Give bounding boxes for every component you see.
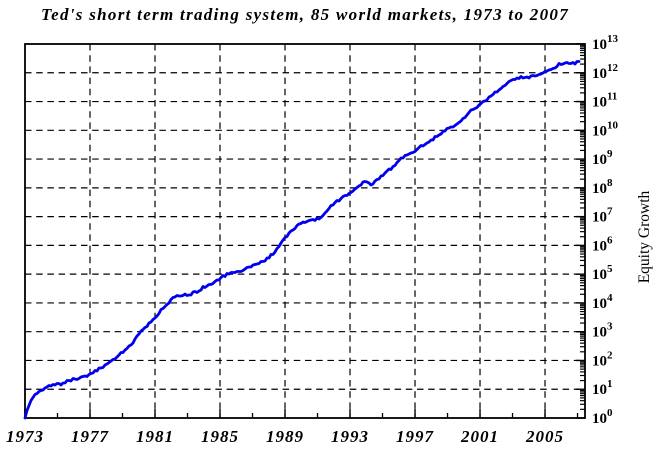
y-tick-label: 106 bbox=[592, 234, 613, 254]
y-tick-label: 109 bbox=[592, 148, 613, 168]
x-tick-label: 1977 bbox=[71, 427, 110, 446]
y-tick-label: 1012 bbox=[592, 62, 619, 82]
x-tick-label: 1989 bbox=[266, 427, 304, 446]
x-tick-label: 1985 bbox=[201, 427, 239, 446]
y-tick-label: 108 bbox=[592, 177, 613, 197]
y-tick-label: 100 bbox=[592, 407, 613, 427]
y-tick-label: 107 bbox=[592, 206, 613, 226]
x-tick-label: 1973 bbox=[6, 427, 44, 446]
chart-title: Ted's short term trading system, 85 worl… bbox=[40, 5, 570, 24]
x-tick-label: 2001 bbox=[460, 427, 499, 446]
x-tick-label: 2005 bbox=[525, 427, 564, 446]
y-tick-label: 1011 bbox=[592, 91, 617, 111]
x-tick-label: 1981 bbox=[136, 427, 174, 446]
y-axis-label: Equity Growth bbox=[636, 190, 653, 284]
y-tick-label: 1010 bbox=[592, 119, 619, 139]
plot-frame bbox=[24, 43, 586, 419]
y-tick-label: 105 bbox=[592, 263, 613, 283]
y-tick-label: 1013 bbox=[592, 33, 619, 53]
equity-curve bbox=[23, 60, 581, 420]
y-tick-label: 104 bbox=[592, 292, 613, 312]
x-tick-label: 1993 bbox=[331, 427, 369, 446]
x-tick-label: 1997 bbox=[396, 427, 435, 446]
y-tick-label: 102 bbox=[592, 349, 613, 369]
y-tick-label: 101 bbox=[592, 378, 613, 398]
y-tick-label: 103 bbox=[592, 321, 613, 341]
